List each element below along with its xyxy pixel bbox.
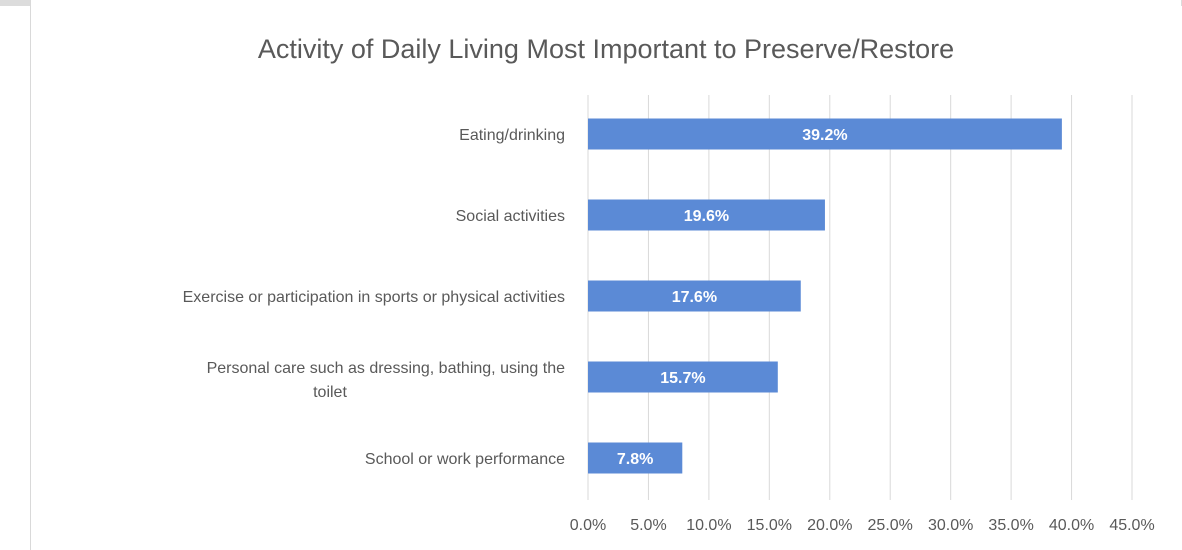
bar-value-label: 39.2% <box>802 127 847 144</box>
category-label: Exercise or participation in sports or p… <box>183 289 565 306</box>
bar <box>588 442 683 474</box>
bar-value-label: 15.7% <box>660 370 705 387</box>
category-label: Social activities <box>456 208 565 225</box>
bar <box>588 118 1062 150</box>
category-label: School or work performance <box>365 451 565 468</box>
x-tick-label: 45.0% <box>1109 517 1154 534</box>
bar-value-label: 7.8% <box>617 451 653 468</box>
x-tick-label: 20.0% <box>807 517 852 534</box>
category-label: Eating/drinking <box>459 127 565 144</box>
x-tick-label: 35.0% <box>988 517 1033 534</box>
chart-title: Activity of Daily Living Most Important … <box>257 34 955 64</box>
bar <box>588 199 825 231</box>
bars: 39.2% 19.6% 17.6% 15.7% 7.8% <box>588 118 1062 474</box>
x-tick-label: 30.0% <box>928 517 973 534</box>
bar-value-label: 17.6% <box>672 289 717 306</box>
category-labels: Eating/drinking Social activities Exercise… <box>183 127 565 468</box>
x-axis-ticks: 0.0% 5.0% 10.0% 15.0% 20.0% 25.0% 30.0% 35.0% 40… <box>570 517 1155 534</box>
x-tick-label: 10.0% <box>686 517 731 534</box>
bar <box>588 361 778 393</box>
bar-value-label: 19.6% <box>684 208 729 225</box>
x-tick-label: 0.0% <box>570 517 606 534</box>
category-label: Personal care such as dressing, bathing,… <box>207 360 566 401</box>
x-tick-label: 25.0% <box>868 517 913 534</box>
bar <box>588 280 801 312</box>
x-tick-label: 15.0% <box>747 517 792 534</box>
x-tick-label: 40.0% <box>1049 517 1094 534</box>
x-tick-label: 5.0% <box>630 517 666 534</box>
